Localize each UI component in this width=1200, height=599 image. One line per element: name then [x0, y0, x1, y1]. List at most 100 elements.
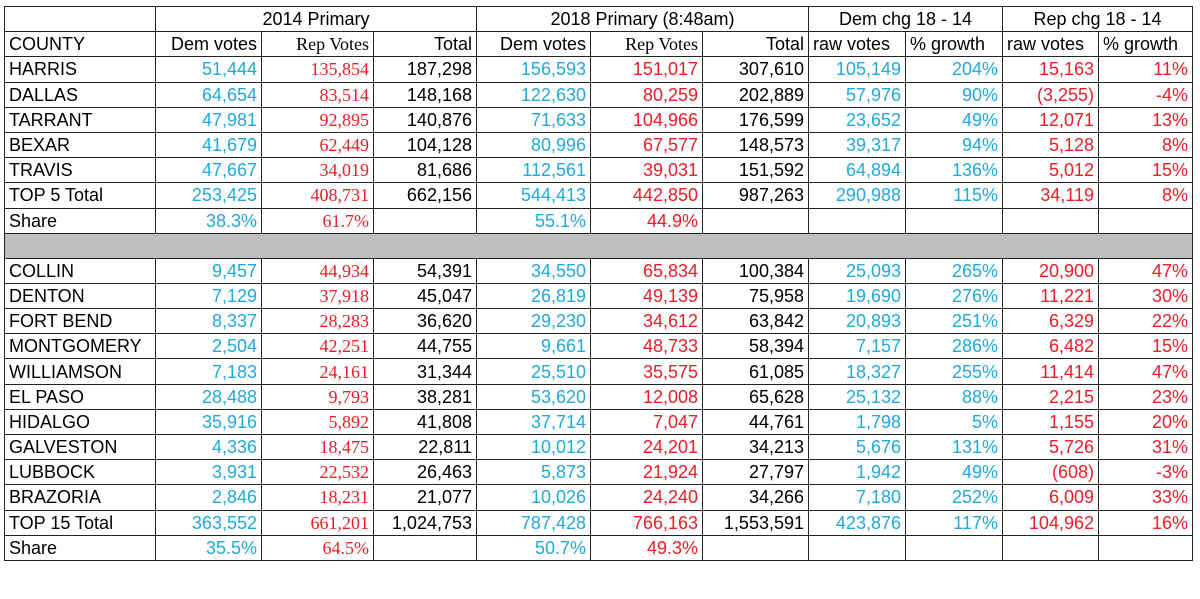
dem-votes-2014-cell: 4,336: [155, 433, 262, 461]
total-2018-cell: 61,085: [702, 358, 809, 385]
rep-votes-2018-cell: 39,031: [590, 157, 703, 184]
dem-raw-change-cell: 25,093: [808, 257, 906, 284]
county-cell: TOP 15 Total: [4, 509, 156, 536]
table-container: 2014 Primary 2018 Primary (8:48am) Dem c…: [4, 5, 1193, 561]
rep-growth-cell: 15%: [1098, 333, 1193, 360]
dem-raw-change-cell: 23,652: [808, 106, 906, 133]
dem-votes-2018-cell: 10,012: [476, 433, 591, 461]
rep-raw-change-cell: 1,155: [1002, 408, 1099, 436]
total-2014-cell: 31,344: [373, 358, 477, 385]
empty-cell: [1098, 207, 1193, 234]
col-header-rep-raw-votes: raw votes: [1002, 31, 1099, 58]
col-header-dem-raw-votes: raw votes: [808, 31, 906, 58]
dem-votes-2014-cell: 363,552: [155, 509, 262, 536]
dem-raw-change-cell: 57,976: [808, 81, 906, 108]
empty-cell: [1002, 534, 1099, 561]
dem-votes-2014-cell: 35,916: [155, 408, 262, 436]
county-cell: LUBBOCK: [4, 459, 156, 486]
table-row: TARRANT 47,981 92,895 140,876 71,633 104,966 1…: [4, 106, 1193, 133]
rep-votes-2014-cell: 42,251: [261, 333, 374, 360]
total-2018-cell: 65,628: [702, 383, 809, 410]
rep-votes-2018-cell: 12,008: [590, 383, 703, 410]
total-2014-cell: 21,077: [373, 484, 477, 511]
empty-cell: [702, 207, 809, 234]
rep-raw-change-cell: 5,128: [1002, 131, 1099, 159]
total-2018-cell: 44,761: [702, 408, 809, 436]
rep-votes-2018-cell: 7,047: [590, 408, 703, 436]
county-cell: WILLIAMSON: [4, 358, 156, 385]
dem-growth-cell: 49%: [905, 106, 1003, 133]
dem-raw-change-cell: 105,149: [808, 56, 906, 83]
total-2018-cell: 58,394: [702, 333, 809, 360]
total-2018-cell: 151,592: [702, 157, 809, 184]
dem-growth-cell: 49%: [905, 459, 1003, 486]
rep-growth-cell: 16%: [1098, 509, 1193, 536]
dem-raw-change-cell: 25,132: [808, 383, 906, 410]
column-header-row: COUNTY Dem votes Rep Votes Total Dem vot…: [4, 31, 1193, 58]
col-header-rep-votes-2014: Rep Votes: [261, 31, 374, 58]
rep-raw-change-cell: 11,414: [1002, 358, 1099, 385]
dem-votes-2018-cell: 9,661: [476, 333, 591, 360]
total-2014-cell: 662,156: [373, 182, 477, 209]
rep-votes-2018-cell: 24,240: [590, 484, 703, 511]
dem-votes-2014-cell: 253,425: [155, 182, 262, 209]
rep-growth-cell: 11%: [1098, 56, 1193, 83]
rep-votes-2018-cell: 104,966: [590, 106, 703, 133]
dem-votes-2014-cell: 28,488: [155, 383, 262, 410]
dem-growth-cell: 88%: [905, 383, 1003, 410]
rep-growth-cell: 23%: [1098, 383, 1193, 410]
table-row: GALVESTON 4,336 18,475 22,811 10,012 24,201 34…: [4, 433, 1193, 461]
total-2014-cell: 45,047: [373, 282, 477, 310]
rep-growth-cell: 47%: [1098, 257, 1193, 284]
dem-votes-2014-cell: 47,981: [155, 106, 262, 133]
rep-share-2014-cell: 64.5%: [261, 534, 374, 561]
empty-cell: [808, 207, 906, 234]
rep-votes-2018-cell: 49,139: [590, 282, 703, 310]
rep-raw-change-cell: 15,163: [1002, 56, 1099, 83]
dem-growth-cell: 94%: [905, 131, 1003, 159]
dem-growth-cell: 286%: [905, 333, 1003, 360]
rep-growth-cell: 13%: [1098, 106, 1193, 133]
total-2018-cell: 1,553,591: [702, 509, 809, 536]
county-cell: DALLAS: [4, 81, 156, 108]
header-blank-cell: [4, 5, 156, 33]
total-2018-cell: 307,610: [702, 56, 809, 83]
rep-votes-2014-cell: 83,514: [261, 81, 374, 108]
table-row: BEXAR 41,679 62,449 104,128 80,996 67,577 148,…: [4, 131, 1193, 159]
table-row: MONTGOMERY 2,504 42,251 44,755 9,661 48,733 58…: [4, 333, 1193, 360]
dem-votes-2018-cell: 80,996: [476, 131, 591, 159]
rep-votes-2014-cell: 37,918: [261, 282, 374, 310]
col-header-rep-growth: % growth: [1098, 31, 1193, 58]
dem-raw-change-cell: 39,317: [808, 131, 906, 159]
dem-votes-2014-cell: 47,667: [155, 157, 262, 184]
total-2018-cell: 176,599: [702, 106, 809, 133]
dem-raw-change-cell: 423,876: [808, 509, 906, 536]
total-2014-cell: 26,463: [373, 459, 477, 486]
share-label-cell: Share: [4, 534, 156, 561]
rep-growth-cell: -4%: [1098, 81, 1193, 108]
total-2014-cell: 36,620: [373, 308, 477, 335]
empty-cell: [905, 534, 1003, 561]
dem-growth-cell: 90%: [905, 81, 1003, 108]
county-cell: FORT BEND: [4, 308, 156, 335]
dem-votes-2018-cell: 26,819: [476, 282, 591, 310]
rep-raw-change-cell: 5,012: [1002, 157, 1099, 184]
dem-growth-cell: 136%: [905, 157, 1003, 184]
dem-raw-change-cell: 1,942: [808, 459, 906, 486]
rep-raw-change-cell: 11,221: [1002, 282, 1099, 310]
dem-votes-2014-cell: 2,504: [155, 333, 262, 360]
dem-votes-2014-cell: 2,846: [155, 484, 262, 511]
rep-growth-cell: 8%: [1098, 131, 1193, 159]
share-label-cell: Share: [4, 207, 156, 234]
dem-raw-change-cell: 7,157: [808, 333, 906, 360]
dem-share-2018-cell: 55.1%: [476, 207, 591, 234]
table-row: BRAZORIA 2,846 18,231 21,077 10,026 24,240 34,…: [4, 484, 1193, 511]
empty-cell: [373, 534, 477, 561]
rep-raw-change-cell: 12,071: [1002, 106, 1099, 133]
rep-votes-2018-cell: 48,733: [590, 333, 703, 360]
total-2018-cell: 63,842: [702, 308, 809, 335]
total-2018-cell: 202,889: [702, 81, 809, 108]
table-row: TRAVIS 47,667 34,019 81,686 112,561 39,031 151…: [4, 157, 1193, 184]
rep-votes-2014-cell: 34,019: [261, 157, 374, 184]
table-row: FORT BEND 8,337 28,283 36,620 29,230 34,612 63…: [4, 308, 1193, 335]
